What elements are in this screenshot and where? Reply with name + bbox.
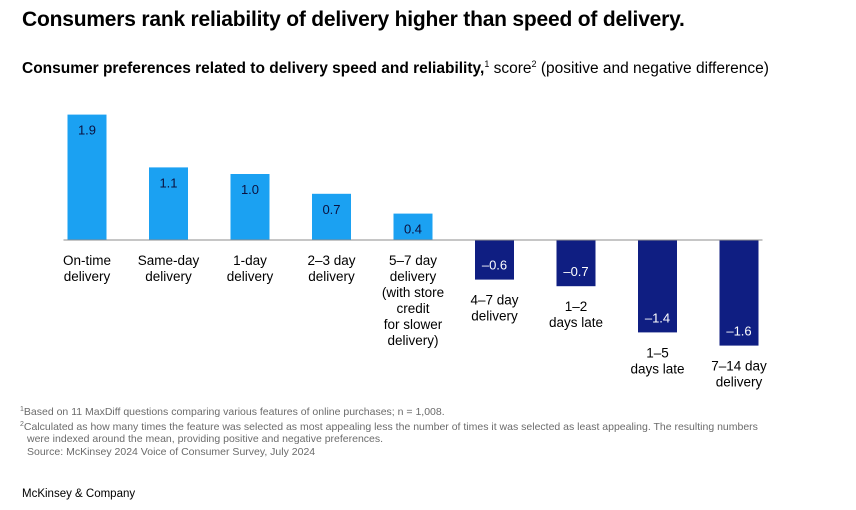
- category-label-line: days late: [630, 361, 684, 376]
- data-label: –1.4: [645, 310, 670, 325]
- source-note: Source: McKinsey 2024 Voice of Consumer …: [27, 445, 316, 458]
- category-label-line: 5–7 day: [389, 253, 437, 268]
- subtitle-bold: Consumer preferences related to delivery…: [22, 60, 485, 77]
- chart-title: Consumers rank reliability of delivery h…: [22, 8, 685, 31]
- category-label-line: 7–14 day: [711, 359, 767, 374]
- category-label-line: delivery: [227, 269, 274, 284]
- data-label: 1.1: [159, 175, 177, 190]
- data-label: –0.7: [563, 264, 588, 279]
- category-label: Same-day delivery: [138, 253, 200, 284]
- category-label-line: delivery): [387, 333, 438, 348]
- bar: [312, 193, 351, 240]
- category-label-line: 2–3 day: [307, 253, 355, 268]
- data-label: 0.7: [322, 202, 340, 217]
- bar: [475, 240, 514, 280]
- bar: [393, 213, 433, 240]
- bar: [230, 174, 270, 240]
- category-label: 2–3 day delivery: [307, 253, 355, 284]
- category-label-line: for slower: [384, 317, 443, 332]
- category-label: 1–5 days late: [630, 345, 684, 376]
- footnotes: 1Based on 11 MaxDiff questions comparing…: [20, 404, 820, 458]
- category-label-line: (with store: [382, 285, 444, 300]
- subtitle-score: score: [489, 60, 532, 77]
- category-label-line: 4–7 day: [470, 293, 518, 308]
- category-label: 1-day delivery: [227, 253, 274, 284]
- category-label-line: delivery: [145, 269, 192, 284]
- subtitle-sup-2: 2: [531, 59, 537, 69]
- brand-logo: McKinsey & Company: [22, 488, 136, 500]
- category-label-line: 1–5: [646, 345, 669, 360]
- footnote-1: 1Based on 11 MaxDiff questions comparing…: [20, 406, 445, 418]
- footnote-2-continued: were indexed around the mean, providing …: [27, 433, 384, 445]
- category-label-line: delivery: [716, 375, 763, 390]
- category-label-line: 1-day: [233, 253, 267, 268]
- category-label: 7–14 day delivery: [711, 359, 767, 390]
- data-label: –0.6: [482, 258, 507, 273]
- category-label-line: delivery: [390, 269, 437, 284]
- chart-subtitle: Consumer preferences related to delivery…: [22, 59, 842, 78]
- category-label-line: days late: [549, 315, 603, 330]
- subtitle-sup-1: 1: [484, 59, 490, 69]
- footnote-2: 2Calculated as how many times the featur…: [20, 420, 758, 433]
- category-label: 1–2 days late: [549, 299, 603, 330]
- category-label-line: delivery: [64, 269, 111, 284]
- category-label-line: 1–2: [565, 299, 588, 314]
- category-label-line: delivery: [471, 309, 518, 324]
- category-label-line: credit: [396, 301, 429, 316]
- bar: [638, 240, 677, 333]
- category-label-line: delivery: [308, 269, 355, 284]
- data-label: 1.9: [78, 123, 96, 138]
- category-label: 5–7 day delivery (with store credit for slow…: [382, 253, 444, 348]
- category-label-line: Same-day: [138, 253, 200, 268]
- bar: [67, 114, 107, 240]
- category-label: 4–7 day delivery: [470, 293, 518, 324]
- bar: [719, 240, 759, 346]
- bar: [556, 240, 596, 287]
- category-label: On-time delivery: [63, 253, 111, 284]
- bar: [149, 167, 188, 240]
- data-label: 0.4: [404, 222, 422, 237]
- data-label: –1.6: [726, 324, 751, 339]
- category-label-line: On-time: [63, 253, 111, 268]
- data-label: 1.0: [241, 182, 259, 197]
- subtitle-tail: (positive and negative difference): [536, 60, 769, 77]
